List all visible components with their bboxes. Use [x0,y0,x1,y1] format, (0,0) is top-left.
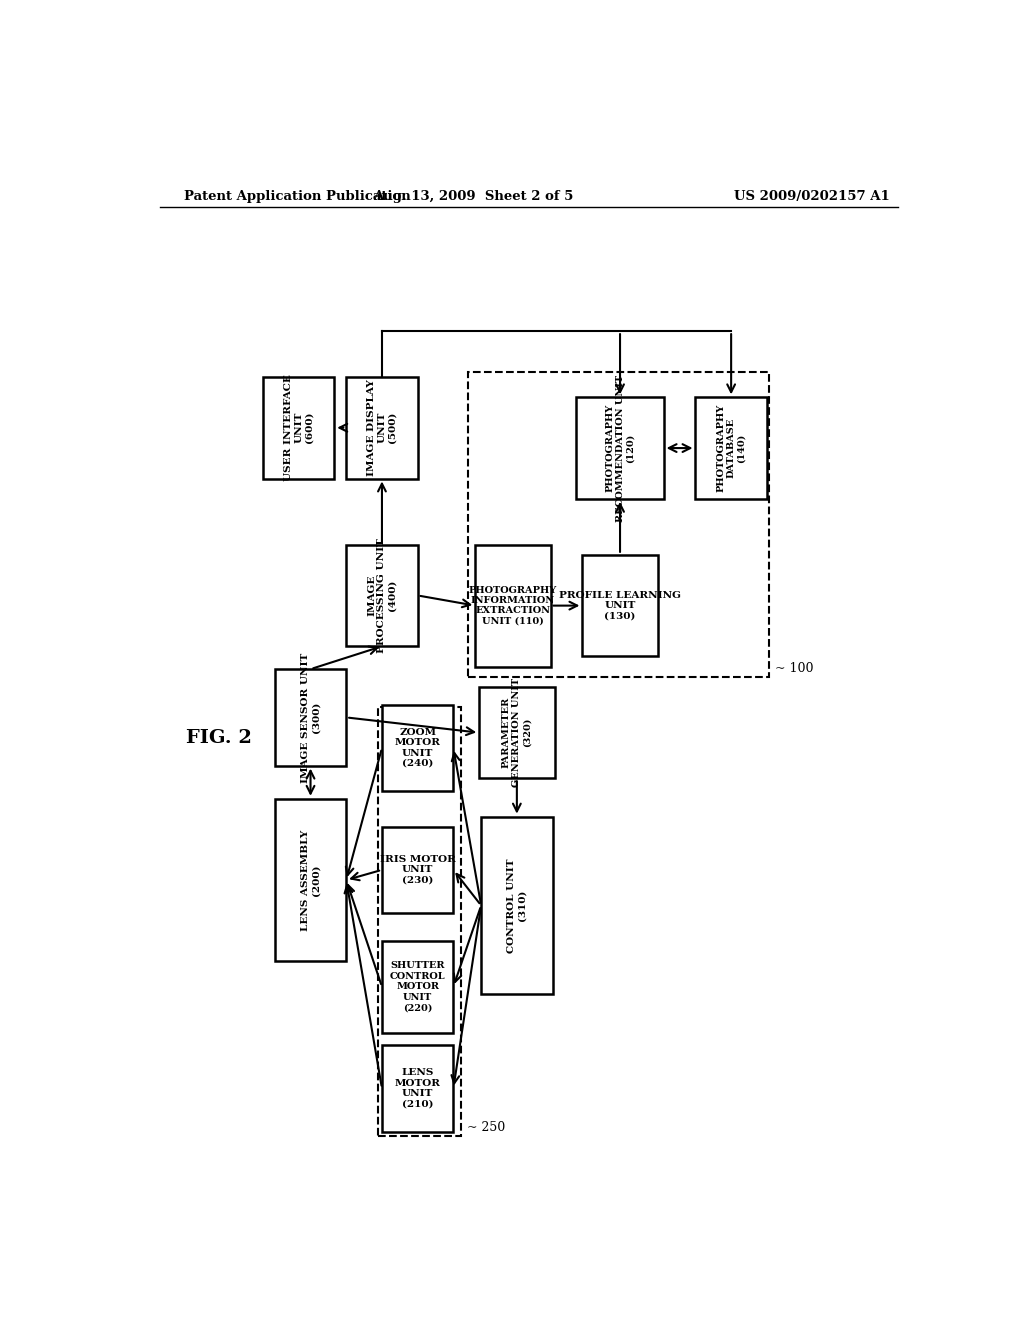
Text: LENS
MOTOR
UNIT
(210): LENS MOTOR UNIT (210) [394,1068,440,1109]
Text: US 2009/0202157 A1: US 2009/0202157 A1 [734,190,890,203]
FancyBboxPatch shape [695,397,767,499]
Text: LENS ASSEMBLY
(200): LENS ASSEMBLY (200) [301,829,321,931]
Text: IRIS MOTOR
UNIT
(230): IRIS MOTOR UNIT (230) [380,855,456,884]
FancyBboxPatch shape [382,1045,454,1131]
FancyBboxPatch shape [479,686,555,779]
Text: PHOTOGRAPHY
RECOMMENDATION UNIT
(120): PHOTOGRAPHY RECOMMENDATION UNIT (120) [605,375,635,521]
FancyBboxPatch shape [382,826,454,913]
FancyBboxPatch shape [274,669,346,766]
FancyBboxPatch shape [382,941,454,1032]
Text: Patent Application Publication: Patent Application Publication [183,190,411,203]
FancyBboxPatch shape [274,799,346,961]
Text: ~ 100: ~ 100 [775,661,813,675]
Text: SHUTTER
CONTROL
MOTOR
UNIT
(220): SHUTTER CONTROL MOTOR UNIT (220) [390,961,445,1012]
Text: Aug. 13, 2009  Sheet 2 of 5: Aug. 13, 2009 Sheet 2 of 5 [373,190,573,203]
Text: PARAMETER
GENERATION UNIT
(320): PARAMETER GENERATION UNIT (320) [502,678,531,787]
FancyBboxPatch shape [346,545,418,647]
Text: CONTROL UNIT
(310): CONTROL UNIT (310) [507,858,526,953]
Text: USER INTERFACE
UNIT
(600): USER INTERFACE UNIT (600) [284,375,313,482]
Text: PROFILE LEARNING
UNIT
(130): PROFILE LEARNING UNIT (130) [559,591,681,620]
Text: IMAGE DISPLAY
UNIT
(500): IMAGE DISPLAY UNIT (500) [367,379,397,477]
Text: ZOOM
MOTOR
UNIT
(240): ZOOM MOTOR UNIT (240) [394,727,440,768]
Text: FIG. 2: FIG. 2 [186,729,252,747]
FancyBboxPatch shape [481,817,553,994]
Text: PHOTOGRAPHY
INFORMATION
EXTRACTION
UNIT (110): PHOTOGRAPHY INFORMATION EXTRACTION UNIT … [469,586,557,626]
FancyBboxPatch shape [583,554,657,656]
Text: IMAGE
PROCESSING UNIT
(400): IMAGE PROCESSING UNIT (400) [367,539,397,653]
FancyBboxPatch shape [577,397,664,499]
FancyBboxPatch shape [263,378,334,479]
FancyBboxPatch shape [346,378,418,479]
Text: ~ 250: ~ 250 [467,1121,505,1134]
FancyBboxPatch shape [475,545,551,667]
Text: IMAGE SENSOR UNIT
(300): IMAGE SENSOR UNIT (300) [301,652,321,783]
Text: PHOTOGRAPHY
DATABASE
(140): PHOTOGRAPHY DATABASE (140) [716,404,746,492]
FancyBboxPatch shape [382,705,454,791]
